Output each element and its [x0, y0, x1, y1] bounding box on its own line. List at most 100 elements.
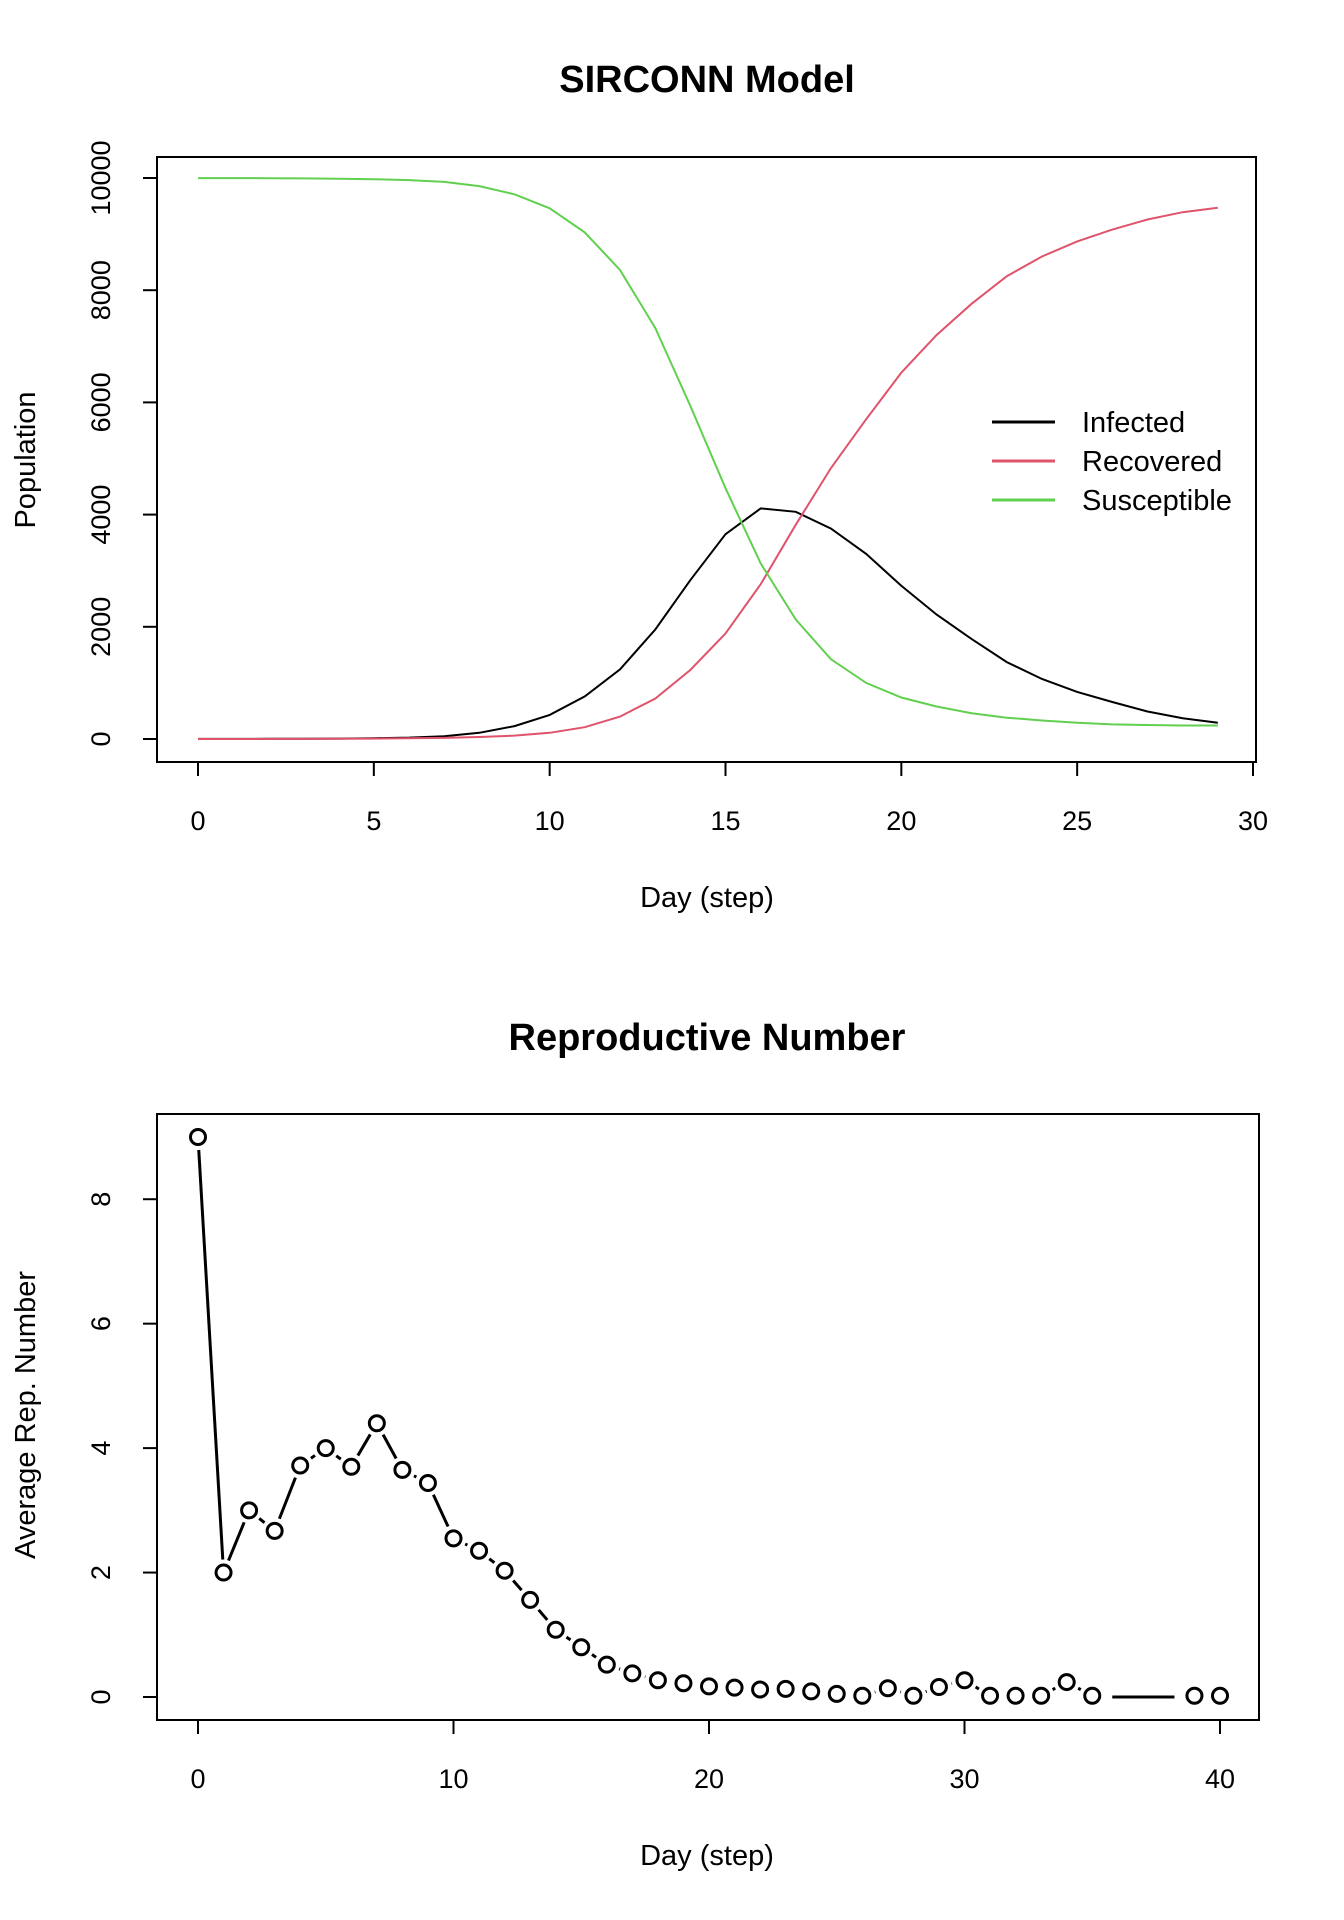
- data-point: [265, 1521, 284, 1540]
- data-point: [700, 1677, 718, 1696]
- x-tick-label: 5: [366, 806, 381, 836]
- connector-segment: [432, 1494, 450, 1528]
- data-point: [189, 1128, 207, 1146]
- chart2-plot-frame: [156, 1113, 1260, 1721]
- connector-segment: [310, 1454, 316, 1460]
- connector-segment: [227, 1521, 246, 1562]
- chart1-y-label: Population: [10, 391, 42, 528]
- chart1-series: [198, 177, 1218, 740]
- connector-segment: [537, 1608, 549, 1621]
- y-tick-label: 2: [86, 1565, 116, 1580]
- connector-segment: [974, 1685, 980, 1691]
- connector-segment: [1051, 1686, 1056, 1691]
- data-point: [1032, 1686, 1051, 1705]
- x-tick-label: 40: [1205, 1764, 1235, 1794]
- reproductive-number-chart: Reproductive Number 0 10 20 30 40 0 2 4 6 8 Day …: [10, 1017, 1260, 1872]
- y-tick-label: 6000: [86, 372, 116, 432]
- connector-segment: [381, 1433, 398, 1460]
- chart2-y-axis: 0 2 4 6 8: [86, 1192, 158, 1705]
- data-point: [393, 1460, 412, 1479]
- data-point: [623, 1664, 642, 1683]
- data-point: [521, 1590, 540, 1609]
- data-point: [1211, 1686, 1229, 1705]
- data-point: [495, 1561, 514, 1580]
- data-point: [751, 1680, 770, 1699]
- x-tick-label: 30: [1238, 806, 1268, 836]
- chart1-legend: Infected Recovered Susceptible: [992, 407, 1232, 517]
- connector-segment: [356, 1433, 372, 1457]
- x-tick-label: 0: [190, 1764, 205, 1794]
- data-point: [546, 1620, 565, 1639]
- y-tick-label: 4000: [86, 485, 116, 545]
- data-point: [367, 1414, 386, 1433]
- data-point: [878, 1679, 897, 1698]
- connector-segment: [464, 1542, 469, 1547]
- data-point: [444, 1529, 463, 1548]
- data-point: [1083, 1686, 1102, 1705]
- connector-segment: [591, 1653, 597, 1659]
- data-point: [904, 1686, 923, 1705]
- connector-segment: [1077, 1686, 1082, 1691]
- series-line-recovered: [198, 206, 1218, 740]
- connector-segment: [335, 1454, 342, 1461]
- y-tick-label: 0: [86, 1689, 116, 1704]
- chart1-x-label: Day (step): [640, 882, 774, 914]
- chart1-title: SIRCONN Model: [559, 59, 855, 101]
- series-line-susceptible: [198, 177, 1218, 727]
- x-tick-label: 30: [949, 1764, 979, 1794]
- y-tick-label: 4: [86, 1441, 116, 1456]
- data-point: [776, 1679, 795, 1698]
- sirconn-chart: SIRCONN Model 0 5 10 15 20 25 30 0 2000 4000 6000…: [10, 59, 1268, 914]
- legend-label-susceptible: Susceptible: [1082, 485, 1232, 517]
- connector-segment: [197, 1149, 225, 1560]
- data-point: [418, 1473, 437, 1492]
- data-point: [597, 1655, 616, 1674]
- chart2-title: Reproductive Number: [509, 1017, 906, 1059]
- x-tick-label: 15: [710, 806, 740, 836]
- data-point: [214, 1563, 233, 1582]
- connector-segment: [512, 1579, 523, 1592]
- connector-segment: [258, 1517, 266, 1524]
- chart2-x-axis: 0 10 20 30 40: [190, 1719, 1235, 1794]
- data-point: [929, 1678, 948, 1697]
- data-point: [1185, 1686, 1204, 1705]
- chart1-x-axis: 0 5 10 15 20 25 30: [190, 761, 1268, 836]
- data-point: [342, 1457, 361, 1476]
- data-point: [240, 1501, 259, 1520]
- data-point: [316, 1439, 335, 1458]
- data-point: [827, 1684, 846, 1703]
- connector-segment: [413, 1474, 418, 1479]
- chart2-y-label: Average Rep. Number: [10, 1271, 42, 1559]
- data-point: [291, 1456, 310, 1475]
- y-tick-label: 8000: [86, 260, 116, 320]
- x-tick-label: 20: [886, 806, 916, 836]
- x-tick-label: 25: [1062, 806, 1092, 836]
- x-tick-label: 10: [535, 806, 565, 836]
- y-tick-label: 8: [86, 1192, 116, 1207]
- x-tick-label: 10: [438, 1764, 468, 1794]
- data-point: [725, 1678, 744, 1697]
- connector-segment: [565, 1635, 572, 1642]
- data-point: [1006, 1686, 1025, 1705]
- data-point: [572, 1638, 591, 1657]
- data-point: [674, 1674, 693, 1693]
- legend-label-recovered: Recovered: [1082, 446, 1222, 478]
- data-point: [981, 1686, 1000, 1705]
- data-point: [853, 1686, 872, 1705]
- y-tick-label: 10000: [86, 140, 116, 215]
- data-point: [955, 1671, 974, 1690]
- chart2-series: [189, 1128, 1229, 1705]
- data-point: [802, 1682, 821, 1701]
- data-point: [648, 1671, 667, 1690]
- chart2-x-label: Day (step): [640, 1840, 774, 1872]
- connector-segment: [277, 1477, 297, 1520]
- x-tick-label: 20: [694, 1764, 724, 1794]
- y-tick-label: 6: [86, 1316, 116, 1331]
- legend-label-infected: Infected: [1082, 407, 1185, 439]
- series-line-infected: [198, 507, 1218, 740]
- chart1-y-axis: 0 2000 4000 6000 8000 10000: [86, 140, 158, 747]
- data-point: [470, 1541, 489, 1560]
- connector-segment: [488, 1557, 496, 1564]
- data-point: [1057, 1673, 1076, 1692]
